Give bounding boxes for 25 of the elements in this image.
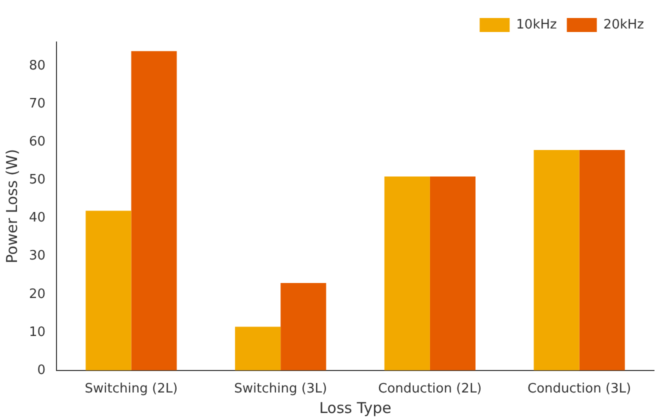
- legend-label: 20kHz: [603, 17, 644, 32]
- x-tick-label: Switching (3L): [234, 382, 328, 397]
- y-tick-label: 0: [37, 362, 46, 378]
- x-tick-label: Conduction (2L): [378, 382, 482, 397]
- bar: [86, 210, 132, 370]
- bar: [579, 150, 625, 370]
- bar: [534, 150, 580, 370]
- x-tick-label: Switching (2L): [84, 382, 178, 397]
- y-axis-title: Power Loss (W): [2, 149, 21, 264]
- y-tick-label: 70: [28, 96, 46, 112]
- y-tick-label: 20: [28, 286, 46, 302]
- y-tick-label: 30: [28, 248, 46, 264]
- bar: [131, 51, 177, 370]
- x-axis-title: Loss Type: [319, 398, 392, 417]
- legend-label: 10kHz: [516, 17, 558, 32]
- y-tick-label: 40: [28, 210, 46, 226]
- bar: [384, 176, 430, 370]
- y-tick-label: 50: [28, 172, 46, 188]
- y-tick-label: 10: [28, 324, 46, 340]
- bar: [235, 326, 281, 370]
- y-tick-label: 60: [28, 134, 46, 150]
- y-tick-label: 80: [28, 58, 46, 74]
- bar: [430, 176, 476, 370]
- x-tick-label: Conduction (3L): [528, 382, 632, 397]
- bar: [280, 282, 326, 370]
